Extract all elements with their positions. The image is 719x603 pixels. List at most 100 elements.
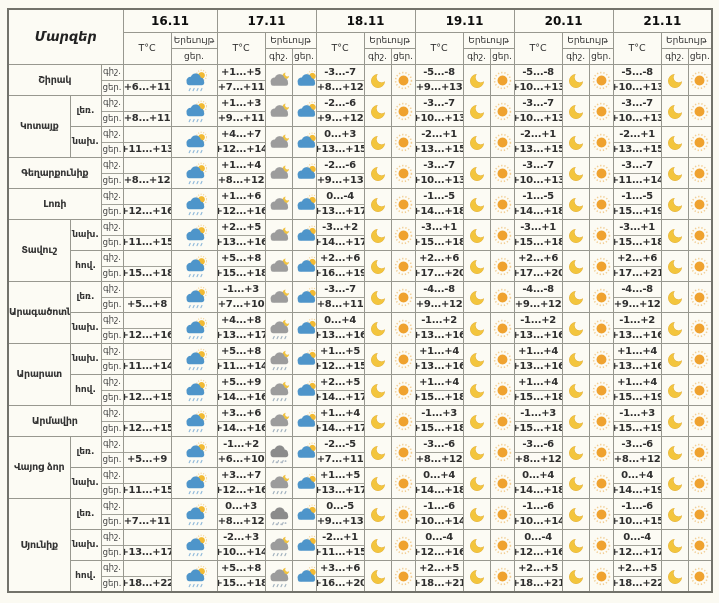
night-temp: -5...-8 (614, 66, 661, 81)
night-abbr-label: գիշ. (102, 438, 123, 453)
day-temp: +9...+13 (415, 82, 463, 94)
temp-cell: +5...+8 +15...+18 (216, 250, 266, 282)
night-temp: +1...+5 (218, 66, 265, 81)
sun-icon (592, 133, 611, 152)
phenomenon-day-cell (489, 188, 515, 220)
phenomenon-night-cell (264, 157, 293, 189)
moon-icon (369, 413, 387, 431)
day-temp: +18...+22 (123, 578, 172, 590)
region-cell: Արարատ (7, 343, 71, 406)
moon-icon (468, 537, 486, 555)
region-cell: Շիրակ (7, 64, 102, 96)
day-abbr-header: ցեր. (489, 48, 515, 65)
cloud-day-icon (293, 287, 316, 307)
rain-day-icon (182, 503, 207, 526)
phenomenon-day-cell (489, 312, 515, 344)
night-abbr-label: գիշ. (102, 469, 123, 484)
phenomenon-day-cell (687, 126, 713, 158)
phenomenon-night-cell (660, 405, 689, 437)
phenomenon-day-cell (170, 436, 218, 468)
phenomenon-night-cell (264, 374, 293, 406)
phenomenon-day-cell (588, 312, 614, 344)
temp-cell: +11...+14 (122, 343, 172, 375)
cloud-day-icon (293, 349, 316, 369)
night-temp: -2...+1 (416, 128, 463, 143)
phenomenon-night-cell (561, 560, 590, 593)
temp-cell: -1...+2 +13...+16 (414, 312, 464, 344)
phenomenon-night-cell (264, 312, 293, 344)
phenomenon-night-cell (363, 498, 392, 530)
moon-icon (369, 382, 387, 400)
phenomenon-day-cell (390, 436, 416, 468)
phenomenon-day-cell (687, 343, 713, 375)
temp-cell: +2...+5 +18...+21 (414, 560, 464, 593)
day-temp: +15...+19 (613, 206, 662, 218)
temp-cell: +1...+6 +12...+16 (216, 188, 266, 220)
phenomenon-night-cell (363, 126, 392, 158)
temp-cell: +4...+8 +13...+17 (216, 312, 266, 344)
night-temp: -1...+3 (218, 283, 265, 298)
table-body: Շիրակ գիշ. ցեր. +6...+11 +1...+5 +7...+11 -3..… (7, 64, 713, 593)
night-temp: 0...+4 (515, 469, 562, 484)
sun-icon (592, 412, 611, 431)
night-temp: -3...-6 (416, 438, 463, 453)
cloud-day-icon (293, 504, 316, 524)
phenomenon-night-cell (363, 405, 392, 437)
day-temp: +13...+16 (217, 237, 266, 249)
sun-icon (592, 102, 611, 121)
temp-cell: -4...-8 +9...+12 (414, 281, 464, 313)
table-row: Վայոց ձոր լեռ. գիշ. ցեր. +5...+9 -1...+2 +6...… (7, 436, 713, 499)
day-abbr-label: ցեր. (102, 175, 122, 186)
phenomenon-day-cell (390, 343, 416, 375)
sun-icon (690, 257, 709, 276)
day-abbr-label: ցեր. (102, 516, 122, 527)
region-cell: Կոտայք (7, 95, 71, 158)
temp-cell: -5...-8 +9...+13 (414, 64, 464, 96)
night-abbr-header: գիշ. (462, 48, 491, 65)
phenomenon-night-cell (462, 95, 491, 127)
temp-cell: +12...+15 (122, 374, 172, 406)
day-temp: +15...+19 (613, 392, 662, 404)
sun-icon (493, 567, 512, 586)
day-temp: +10...+13 (514, 82, 563, 94)
temp-cell: 0...-4 +12...+16 (414, 529, 464, 561)
phenomenon-night-cell (660, 343, 689, 375)
day-temp: +14...+19 (613, 485, 662, 497)
phenomenon-header: Երեւույթ (170, 32, 218, 49)
phenomenon-night-cell (264, 64, 293, 96)
phenomenon-day-cell (588, 64, 614, 96)
night-temp: -1...+2 (515, 314, 562, 329)
cloud-night-icon (266, 287, 291, 307)
phenomenon-night-cell (462, 281, 491, 313)
sun-icon (592, 567, 611, 586)
phenomenon-night-cell (462, 188, 491, 220)
night-temp (124, 66, 171, 81)
moon-icon (567, 72, 585, 90)
phenomenon-night-cell (363, 281, 392, 313)
daynight-label-cell: գիշ. ցեր. (100, 436, 124, 468)
temp-cell: -4...-8 +9...+12 (612, 281, 662, 313)
night-temp: -1...-5 (416, 190, 463, 205)
day-temp: +11...+14 (217, 361, 266, 373)
moon-icon (666, 382, 684, 400)
phenomenon-night-cell (264, 467, 293, 499)
moon-icon (468, 413, 486, 431)
rain-day-icon (182, 317, 207, 340)
day-temp: +14...+16 (217, 392, 266, 404)
moon-icon (666, 165, 684, 183)
rain-day-icon (182, 565, 207, 588)
night-temp (124, 128, 171, 143)
temp-cell: 0...-4 +12...+17 (612, 529, 662, 561)
sun-icon (690, 350, 709, 369)
table-row: Արարատ նախ. գիշ. ցեր. +11...+14 +5...+8 +11...… (7, 343, 713, 406)
night-temp: -3...-7 (614, 159, 661, 174)
day-temp: +12...+16 (415, 547, 464, 559)
daynight-label-cell: գիշ. ցեր. (100, 64, 124, 96)
zone-cell: նախ. (69, 467, 102, 499)
moon-icon (567, 568, 585, 586)
night-abbr-header: գիշ. (363, 48, 392, 65)
sun-icon (690, 288, 709, 307)
night-temp (124, 190, 171, 205)
night-temp: -1...+2 (614, 314, 661, 329)
night-temp: +3...+6 (317, 561, 364, 577)
